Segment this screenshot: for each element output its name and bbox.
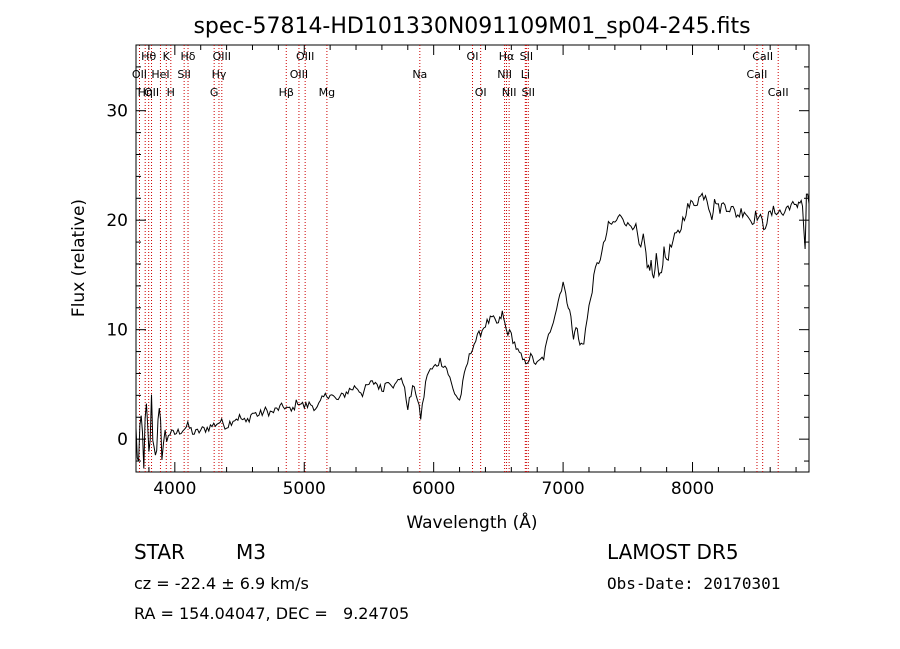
line-marker-label-16: Na — [412, 68, 427, 81]
spectral-line-labels: OIIHηHθOIIHeIKHSIIHδGHγOIIIHβOIIIOIIIMgN… — [132, 50, 789, 99]
line-marker-label-0: OII — [132, 68, 147, 81]
line-marker-label-6: H — [167, 86, 175, 99]
line-marker-label-21: NII — [502, 86, 517, 99]
line-marker-label-10: Hγ — [212, 68, 227, 81]
line-marker-label-3: OII — [144, 86, 159, 99]
line-marker-label-8: Hδ — [181, 50, 196, 63]
spectral-line-markers — [138, 45, 779, 472]
line-marker-label-5: K — [163, 50, 171, 63]
survey-name: LAMOST DR5 — [607, 540, 739, 564]
line-marker-label-22: Li — [521, 68, 530, 81]
x-axis-ticks: 4000 5000 6000 7000 8000 — [148, 45, 797, 499]
x-tick-label-3: 7000 — [541, 479, 584, 499]
line-marker-label-13: OIII — [290, 68, 308, 81]
y-tick-label-0: 0 — [117, 430, 128, 450]
x-tick-label-2: 6000 — [412, 479, 455, 499]
x-tick-label-4: 8000 — [671, 479, 714, 499]
chart-title: spec-57814-HD101330N091109M01_sp04-245.f… — [193, 14, 750, 39]
y-tick-label-2: 20 — [106, 211, 128, 231]
line-marker-label-4: HeI — [151, 68, 169, 81]
line-marker-label-18: OI — [475, 86, 487, 99]
line-marker-label-20: Hα — [499, 50, 515, 63]
line-marker-label-25: CaII — [747, 68, 768, 81]
line-marker-label-1: Hη — [138, 86, 153, 99]
y-axis-label: Flux (relative) — [69, 199, 89, 317]
coordinates-text: RA = 154.04047, DEC = 9.24705 — [134, 604, 410, 623]
object-type: STAR — [134, 540, 185, 564]
x-tick-label-1: 5000 — [283, 479, 326, 499]
line-marker-label-7: SII — [177, 68, 190, 81]
x-axis-label: Wavelength (Å) — [406, 511, 537, 533]
y-tick-label-3: 30 — [106, 102, 128, 122]
observation-date: Obs-Date: 20170301 — [607, 574, 781, 593]
y-tick-label-1: 10 — [106, 321, 128, 341]
line-marker-label-15: Mg — [319, 86, 335, 99]
object-subclass: M3 — [236, 540, 266, 564]
line-marker-label-14: OIII — [296, 50, 314, 63]
line-marker-label-19: NII — [497, 68, 512, 81]
line-marker-label-27: CaII — [768, 86, 789, 99]
spectrum-line — [135, 192, 810, 469]
line-marker-label-12: Hβ — [279, 86, 294, 99]
line-marker-label-9: G — [210, 86, 219, 99]
line-marker-label-24: SII — [522, 86, 535, 99]
line-marker-label-26: CaII — [752, 50, 773, 63]
line-marker-label-11: OIII — [213, 50, 231, 63]
line-marker-label-2: Hθ — [141, 50, 156, 63]
redshift-text: cz = -22.4 ± 6.9 km/s — [134, 574, 309, 593]
line-marker-label-23: SII — [520, 50, 533, 63]
y-axis-ticks: 0 10 20 30 — [106, 44, 809, 462]
line-marker-label-17: OI — [467, 50, 479, 63]
x-tick-label-0: 4000 — [153, 479, 196, 499]
